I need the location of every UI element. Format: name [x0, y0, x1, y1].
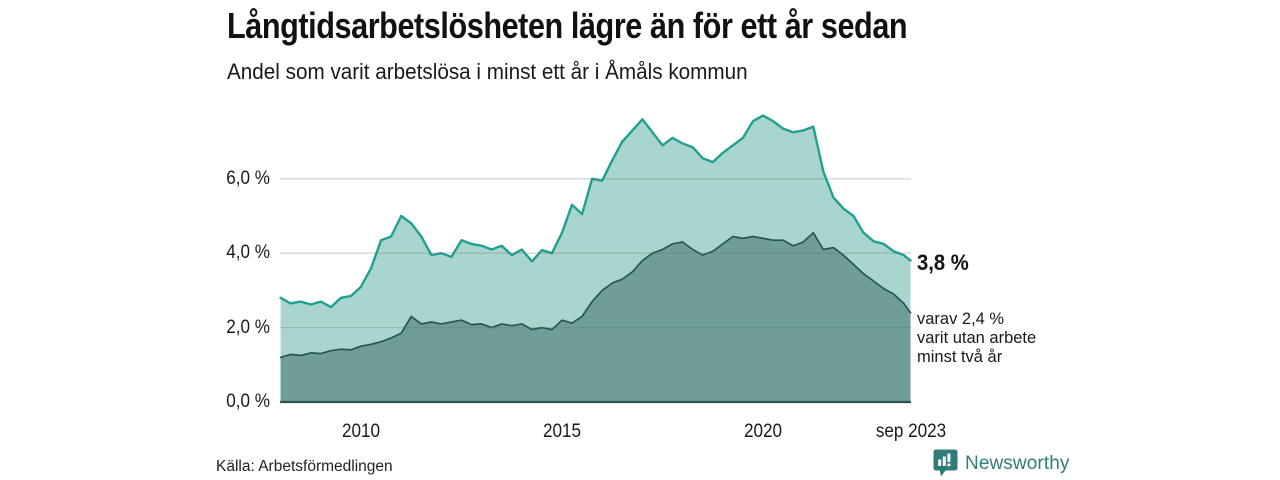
y-axis-tick-label: 6,0 %	[226, 167, 270, 189]
y-axis-tick-label: 0,0 %	[226, 391, 270, 412]
brand-name: Newsworthy	[965, 452, 1070, 474]
x-axis-tick-label: 2010	[341, 421, 381, 442]
page-subtitle: Andel som varit arbetslösa i minst ett å…	[227, 59, 748, 84]
x-axis-tick-label: 2020	[743, 421, 783, 442]
source-note: Källa: Arbetsförmedlingen	[216, 458, 393, 475]
newsworthy-logo-icon	[933, 449, 958, 477]
page-title: Långtidsarbetslösheten lägre än för ett …	[227, 5, 908, 46]
y-axis-tick-label: 4,0 %	[226, 242, 270, 264]
latest-value-annotation: 3,8 %	[917, 250, 969, 275]
x-axis-tick-label: 2015	[542, 421, 582, 442]
brand-logo: Newsworthy	[933, 449, 1069, 478]
secondary-annotation: varav 2,4 % varit utan arbete minst två …	[917, 309, 1037, 366]
x-axis-tick-label: sep 2023	[875, 421, 946, 442]
y-axis-tick-label: 2,0 %	[226, 316, 270, 338]
